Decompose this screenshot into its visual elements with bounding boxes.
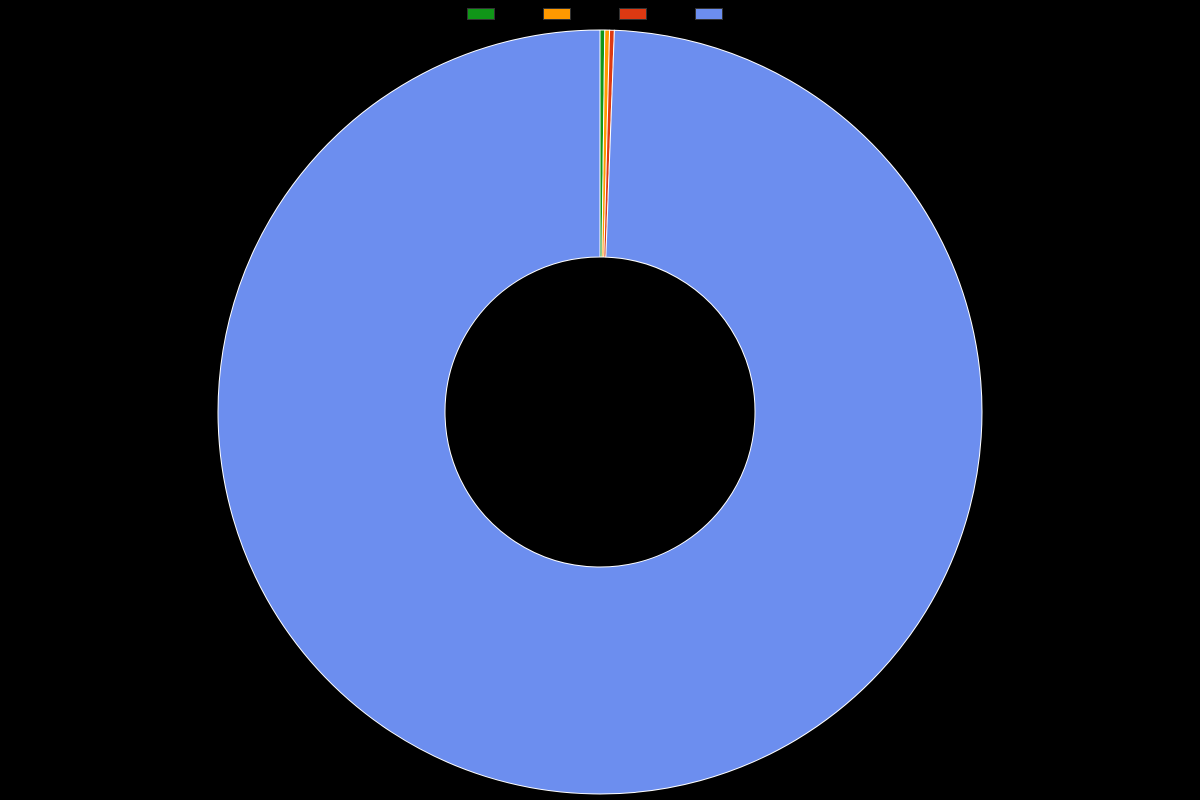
legend-item-1[interactable] <box>543 8 581 20</box>
legend-item-2[interactable] <box>619 8 657 20</box>
donut-slice-3[interactable] <box>218 30 982 794</box>
chart-legend <box>467 8 733 20</box>
legend-swatch-1 <box>543 8 571 20</box>
donut-svg <box>0 24 1200 800</box>
legend-item-0[interactable] <box>467 8 505 20</box>
legend-swatch-0 <box>467 8 495 20</box>
legend-swatch-3 <box>695 8 723 20</box>
donut-chart <box>0 24 1200 800</box>
legend-swatch-2 <box>619 8 647 20</box>
legend-item-3[interactable] <box>695 8 733 20</box>
